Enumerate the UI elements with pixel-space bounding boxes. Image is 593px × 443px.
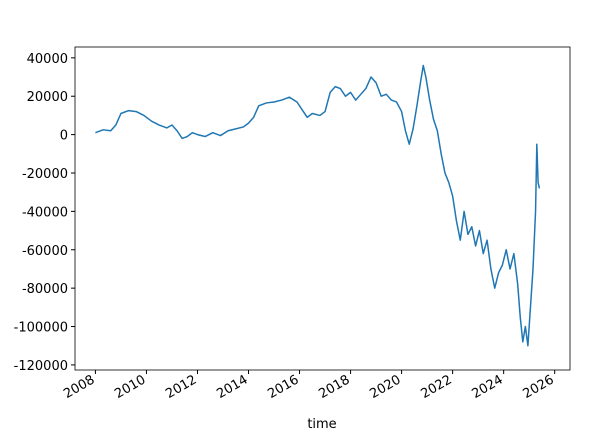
y-tick-label: -60000 bbox=[22, 244, 68, 259]
y-tick-label: -20000 bbox=[22, 167, 68, 182]
y-tick-label: -100000 bbox=[14, 321, 68, 336]
x-tick-label: 2016 bbox=[265, 372, 301, 402]
x-tick-label: 2008 bbox=[61, 372, 97, 402]
y-tick-label: -120000 bbox=[14, 359, 68, 374]
y-tick-label: -80000 bbox=[22, 282, 68, 297]
y-tick-label: 20000 bbox=[27, 90, 68, 105]
x-tick-label: 2022 bbox=[418, 372, 454, 402]
x-axis-label: time bbox=[307, 417, 336, 432]
x-tick-label: 2026 bbox=[521, 372, 557, 402]
y-tick-label: 0 bbox=[60, 129, 68, 144]
x-tick-label: 2012 bbox=[163, 372, 199, 402]
plot-frame bbox=[74, 46, 571, 371]
y-tick-label: -40000 bbox=[22, 205, 68, 220]
x-tick-label: 2018 bbox=[316, 372, 352, 402]
x-tick-label: 2014 bbox=[214, 372, 250, 402]
x-tick-label: 2010 bbox=[112, 372, 148, 402]
x-tick-label: 2024 bbox=[469, 372, 505, 402]
line bbox=[95, 64, 541, 347]
x-tick-label: 2020 bbox=[367, 372, 403, 402]
y-tick-label: 40000 bbox=[27, 52, 68, 67]
